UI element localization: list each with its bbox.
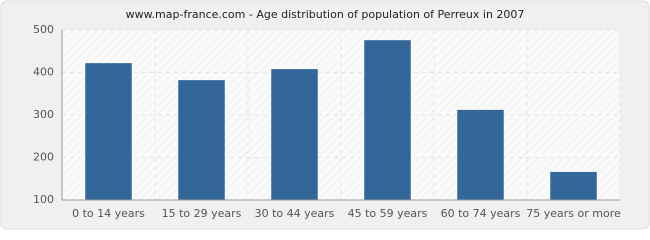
bar — [271, 69, 318, 200]
x-tick-label: 15 to 29 years — [162, 207, 242, 220]
chart: www.map-france.com - Age distribution of… — [0, 0, 650, 230]
bar — [178, 80, 225, 200]
y-tick-label: 300 — [33, 108, 54, 121]
y-tick-label: 400 — [33, 66, 54, 79]
x-tick-label: 75 years or more — [526, 207, 621, 220]
x-tick-label: 0 to 14 years — [72, 207, 145, 220]
page: {"chart_data": {"type": "bar", "title": … — [0, 0, 650, 230]
x-tick-label: 60 to 74 years — [441, 207, 521, 220]
y-tick-label: 500 — [33, 23, 54, 36]
chart-title: www.map-france.com - Age distribution of… — [126, 8, 525, 21]
bar — [364, 40, 411, 201]
bar — [85, 63, 132, 201]
y-tick-label: 100 — [33, 193, 54, 206]
x-tick-label: 45 to 59 years — [348, 207, 428, 220]
bar — [550, 171, 597, 200]
bar — [457, 109, 504, 200]
y-tick-label: 200 — [33, 151, 54, 164]
x-tick-label: 30 to 44 years — [255, 207, 335, 220]
